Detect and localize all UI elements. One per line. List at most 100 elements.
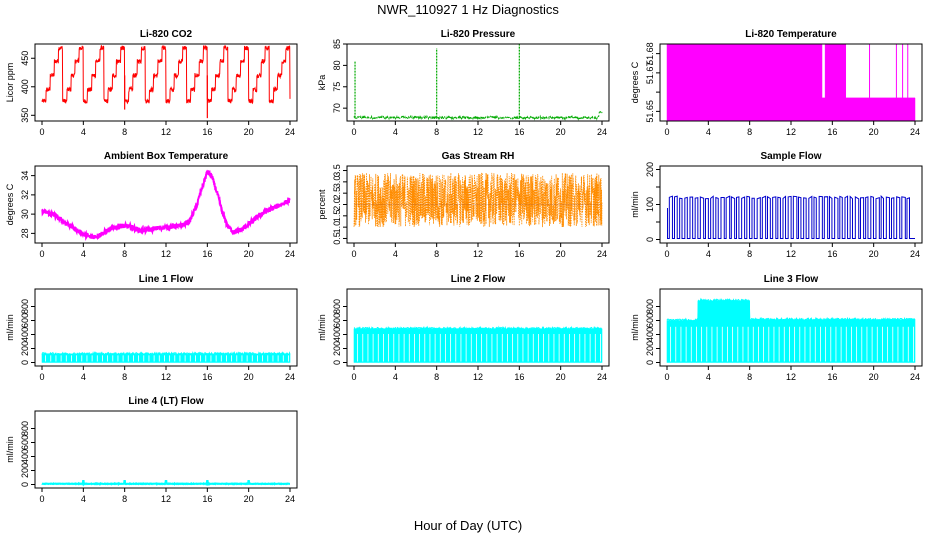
y-tick-label: 85 — [332, 39, 342, 49]
data-layer — [41, 350, 291, 363]
y-axis-label: ml/min — [630, 191, 640, 218]
panel-line4: Line 4 (LT) Flow 0 4 8 12 16 20 24 0 200400600800… — [5, 396, 298, 504]
y-tick-label: 800 — [332, 299, 342, 314]
x-tick-label: 24 — [285, 249, 295, 259]
y-axis-label: degrees C — [630, 61, 640, 103]
panel-title: Line 3 Flow — [764, 274, 819, 285]
x-tick-label: 12 — [161, 372, 171, 382]
panel-title: Sample Flow — [760, 151, 821, 162]
x-tick-label: 24 — [285, 372, 295, 382]
y-tick-label: 200 — [20, 463, 30, 478]
y-tick-label: 51.68 — [645, 42, 655, 65]
x-tick-label: 24 — [597, 127, 607, 137]
y-axis-label: ml/min — [317, 314, 327, 341]
co2-series-line — [41, 44, 291, 105]
line3-flow-area-noise — [666, 297, 916, 323]
x-tick-label: 4 — [393, 372, 398, 382]
x-tick-label: 8 — [122, 127, 127, 137]
x-tick-label: 12 — [473, 249, 483, 259]
plot-frame — [34, 410, 298, 489]
x-tick-label: 0 — [664, 127, 669, 137]
y-axis-label: percent — [317, 189, 327, 220]
x-tick-label: 20 — [556, 372, 566, 382]
panel-title: Li-820 CO2 — [140, 29, 193, 40]
x-tick-label: 24 — [910, 372, 920, 382]
y-axis-label: ml/min — [5, 314, 15, 341]
x-tick-label: 12 — [473, 127, 483, 137]
y-tick-label: 0.5 — [332, 232, 342, 245]
x-tick-label: 8 — [747, 249, 752, 259]
x-tick-label: 16 — [202, 372, 212, 382]
x-tick-label: 4 — [393, 127, 398, 137]
panel-title: Line 4 (LT) Flow — [128, 396, 204, 407]
panel-ambient-temp: Ambient Box Temperature 0 4 8 12 16 20 24 28 30 32… — [5, 151, 298, 259]
y-tick-label: 2.0 — [332, 198, 342, 211]
y-tick-label: 80 — [332, 60, 342, 70]
y-tick-label: 400 — [645, 327, 655, 342]
x-tick-label: 20 — [869, 372, 879, 382]
x-tick-label: 0 — [39, 372, 44, 382]
panel-sample-flow: Sample Flow 0 4 8 12 16 20 24 0 100 200 ml/min — [630, 151, 923, 259]
y-tick-label: 800 — [20, 299, 30, 314]
panel-pressure: Li-820 Pressure 0 4 8 12 16 20 24 70 75 80 85 kPa — [317, 29, 610, 137]
sample-flow-series-line — [667, 194, 915, 239]
y-tick-label: 350 — [20, 108, 30, 123]
data-layer — [667, 194, 915, 239]
x-tick-label: 24 — [597, 249, 607, 259]
x-tick-label: 0 — [39, 494, 44, 504]
y-tick-label: 2.5 — [332, 187, 342, 200]
y-tick-label: 0 — [332, 360, 342, 365]
y-tick-label: 200 — [645, 162, 655, 177]
y-tick-label: 600 — [332, 313, 342, 328]
panel-title: Line 1 Flow — [139, 274, 194, 285]
x-tick-label: 8 — [434, 249, 439, 259]
y-axis-label: kPa — [317, 75, 327, 91]
y-tick-label: 70 — [332, 103, 342, 113]
y-tick-label: 400 — [332, 327, 342, 342]
x-tick-label: 0 — [351, 127, 356, 137]
y-tick-label: 75 — [332, 82, 342, 92]
rh-series-points — [353, 172, 603, 228]
y-tick-label: 100 — [645, 197, 655, 212]
panel-title: Line 2 Flow — [451, 274, 506, 285]
y-tick-label: 200 — [645, 341, 655, 356]
panel-licor-temp: Li-820 Temperature 0 4 8 12 16 20 24 51.65 51.675… — [630, 29, 923, 137]
x-tick-label: 4 — [393, 249, 398, 259]
x-tick-label: 8 — [747, 372, 752, 382]
plot-frame — [346, 43, 610, 122]
line3-flow-area — [666, 300, 916, 363]
y-tick-label: 800 — [20, 421, 30, 436]
x-tick-label: 4 — [706, 249, 711, 259]
y-tick-label: 3.0 — [332, 176, 342, 189]
panel-title: Li-820 Pressure — [441, 29, 516, 40]
y-axis-label: ml/min — [5, 436, 15, 463]
panel-title: Gas Stream RH — [442, 151, 515, 162]
y-tick-label: 200 — [332, 341, 342, 356]
x-tick-label: 20 — [869, 127, 879, 137]
x-tick-label: 12 — [786, 127, 796, 137]
y-tick-label: 450 — [20, 51, 30, 66]
x-tick-label: 20 — [244, 372, 254, 382]
x-tick-label: 0 — [39, 249, 44, 259]
x-tick-label: 12 — [473, 372, 483, 382]
y-tick-label: 3.5 — [332, 164, 342, 177]
x-tick-label: 4 — [81, 372, 86, 382]
y-tick-label: 600 — [645, 313, 655, 328]
y-tick-label: 0 — [20, 360, 30, 365]
y-tick-label: 0 — [20, 482, 30, 487]
panel-co2: Li-820 CO2 0 4 8 12 16 20 24 350 400 450 Licor ppm — [5, 29, 298, 137]
x-tick-label: 16 — [514, 249, 524, 259]
y-tick-label: 400 — [20, 327, 30, 342]
y-tick-label: 400 — [20, 79, 30, 94]
x-tick-label: 8 — [122, 249, 127, 259]
y-axis-label: degrees C — [5, 183, 15, 225]
y-tick-label: 0 — [645, 360, 655, 365]
x-tick-label: 8 — [747, 127, 752, 137]
y-tick-label: 400 — [20, 449, 30, 464]
y-tick-label: 34 — [20, 171, 30, 181]
y-tick-label: 30 — [20, 209, 30, 219]
